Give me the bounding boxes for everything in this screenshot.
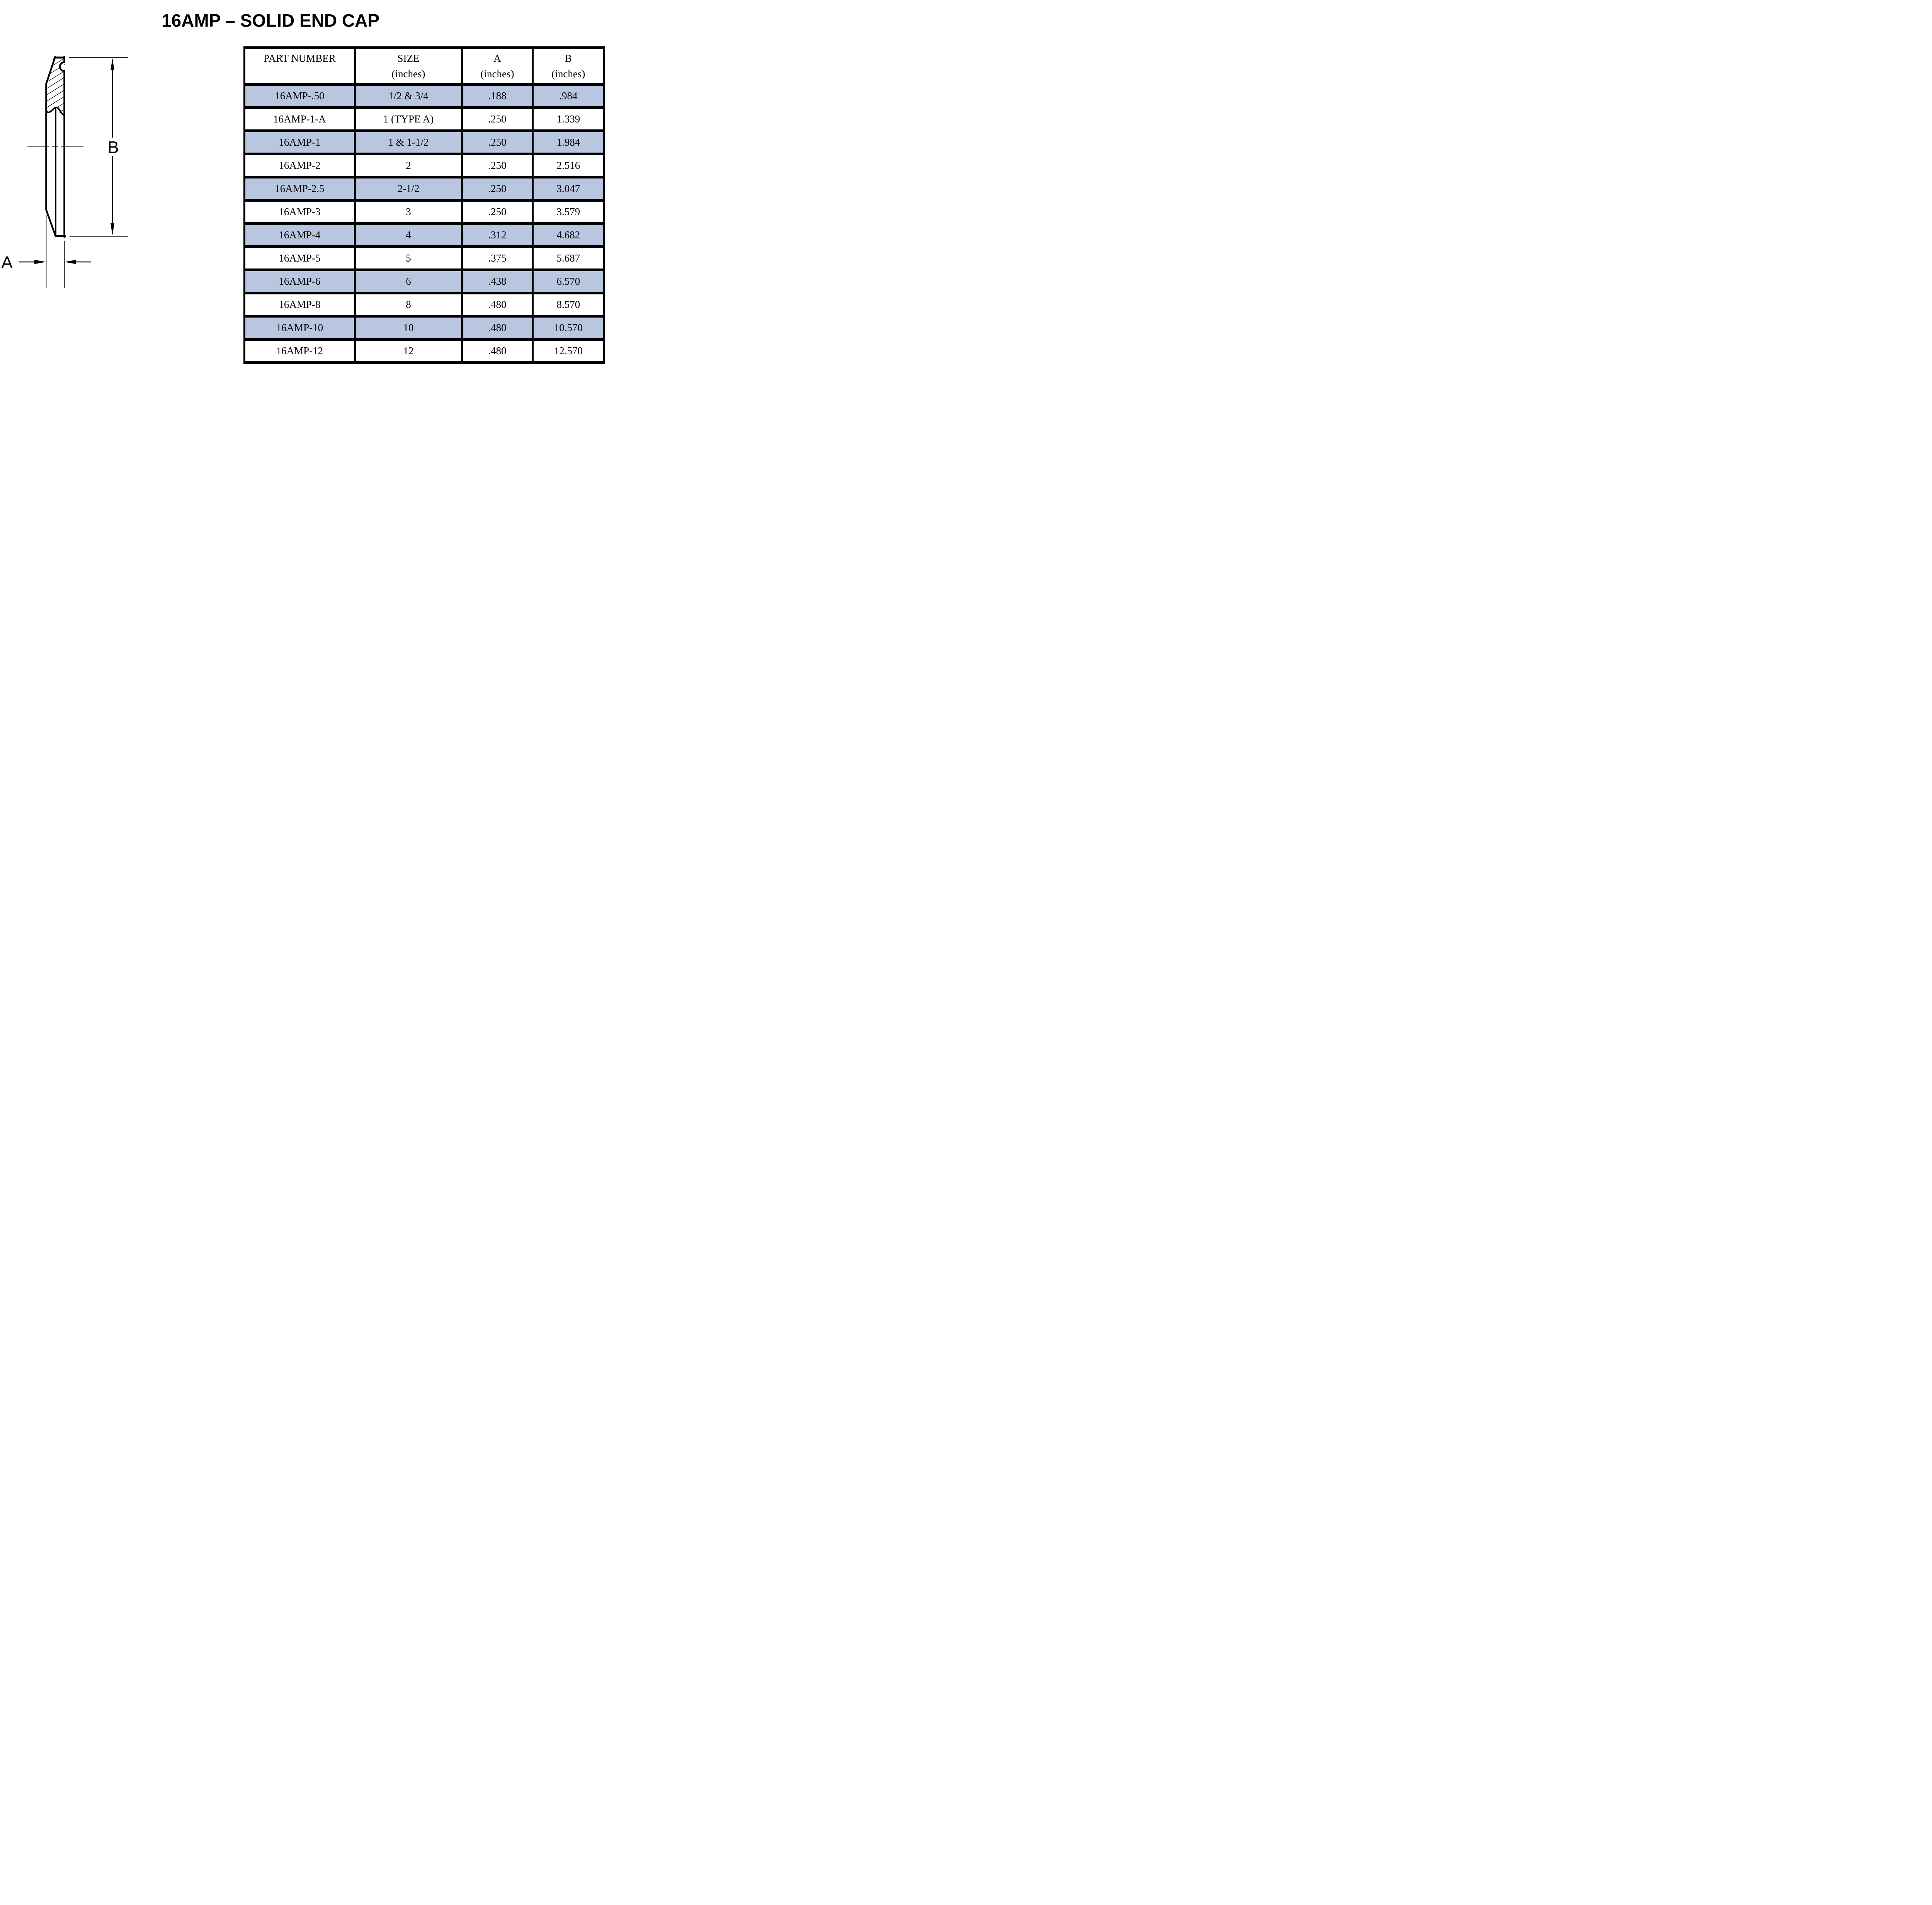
header-line1: B [565,52,572,64]
table-row: 16AMP-12 12.480 12.570 [243,338,605,364]
cell-b: 10.570 [531,315,605,341]
header-line1: A [493,52,501,64]
dim-a-label: A [1,253,13,272]
cell-size: 6 [354,269,463,294]
cell-size: 8 [354,292,463,318]
cell-part-number: 16AMP-2.5 [243,176,356,202]
cell-b: 12.570 [531,338,605,364]
cell-a: .250 [461,153,534,178]
end-cap-diagram: B A [1,56,128,288]
cell-part-number: 16AMP-12 [243,338,356,364]
cell-size: 12 [354,338,463,364]
cell-b: .984 [531,83,605,109]
dim-a-arrow-left [64,260,76,264]
cell-size: 5 [354,245,463,271]
cell-part-number: 16AMP-6 [243,269,356,294]
cell-part-number: 16AMP-2 [243,153,356,178]
table-row: 16AMP-1 1 & 1-1/2.250 1.984 [243,129,605,155]
column-header-size: SIZE (inches) [354,46,463,86]
cell-a: .480 [461,338,534,364]
cell-size: 1 & 1-1/2 [354,129,463,155]
header-line2: (inches) [551,68,585,80]
table-row: 16AMP-5 5.375 5.687 [243,245,605,271]
dim-a-arrow-right [34,260,46,264]
section-break-wavy-line [45,107,65,116]
cell-part-number: 16AMP-1 [243,129,356,155]
header-line2: (inches) [391,68,425,80]
cell-b: 3.047 [531,176,605,202]
column-header-a: A (inches) [461,46,534,86]
page: { "title": "16AMP – SOLID END CAP", "dia… [0,0,606,373]
dimension-b [69,57,128,237]
cap-right-edge [59,56,65,238]
cell-part-number: 16AMP-.50 [243,83,356,109]
cell-b: 5.687 [531,245,605,271]
table-row: 16AMP-2.5 2-1/2.250 3.047 [243,176,605,202]
dim-b-arrow-up [111,58,114,70]
cell-b: 2.516 [531,153,605,178]
cell-size: 1 (TYPE A) [354,106,463,132]
cell-b: 4.682 [531,222,605,248]
cell-b: 8.570 [531,292,605,318]
dim-b-label: B [107,138,119,157]
table-row: 16AMP-10 10.480 10.570 [243,315,605,341]
column-header-part-number: PART NUMBER [243,46,356,86]
cell-b: 1.984 [531,129,605,155]
spec-table: PART NUMBER SIZE (inches) A (inches) B (… [243,46,605,364]
cell-a: .250 [461,106,534,132]
section-hatching [46,56,65,116]
cell-part-number: 16AMP-10 [243,315,356,341]
cell-a: .250 [461,176,534,202]
cell-size: 2-1/2 [354,176,463,202]
header-line2 [246,66,353,82]
dim-b-arrow-down [111,223,114,235]
cell-a: .438 [461,269,534,294]
table-row: 16AMP-6 6.438 6.570 [243,269,605,294]
cell-part-number: 16AMP-1-A [243,106,356,132]
cell-a: .480 [461,292,534,318]
table-row: 16AMP-1-A 1 (TYPE A) .250 1.339 [243,106,605,132]
cell-size: 2 [354,153,463,178]
table-row: 16AMP-.50 1/2 & 3/4.188.984 [243,83,605,109]
cell-b: 6.570 [531,269,605,294]
cell-a: .188 [461,83,534,109]
cell-size: 4 [354,222,463,248]
cell-size: 1/2 & 3/4 [354,83,463,109]
header-line1: SIZE [397,52,420,64]
cell-part-number: 16AMP-3 [243,199,356,225]
table-row: 16AMP-8 8.480 8.570 [243,292,605,318]
cell-b: 1.339 [531,106,605,132]
header-line2: (inches) [480,68,514,80]
cell-size: 3 [354,199,463,225]
table-row: 16AMP-4 4.312 4.682 [243,222,605,248]
cell-part-number: 16AMP-4 [243,222,356,248]
cell-part-number: 16AMP-8 [243,292,356,318]
cell-a: .250 [461,199,534,225]
cell-size: 10 [354,315,463,341]
dimension-a [19,215,91,288]
cell-b: 3.579 [531,199,605,225]
cell-a: .480 [461,315,534,341]
column-header-b: B (inches) [531,46,605,86]
page-title: 16AMP – SOLID END CAP [161,10,380,31]
table-row: 16AMP-3 3.250 3.579 [243,199,605,225]
cell-a: .250 [461,129,534,155]
spec-table-container: PART NUMBER SIZE (inches) A (inches) B (… [243,46,605,364]
header-line1: PART NUMBER [264,52,336,64]
header-row: PART NUMBER SIZE (inches) A (inches) B (… [243,46,605,86]
cell-a: .375 [461,245,534,271]
cell-a: .312 [461,222,534,248]
table-row: 16AMP-2 2.250 2.516 [243,153,605,178]
cell-part-number: 16AMP-5 [243,245,356,271]
